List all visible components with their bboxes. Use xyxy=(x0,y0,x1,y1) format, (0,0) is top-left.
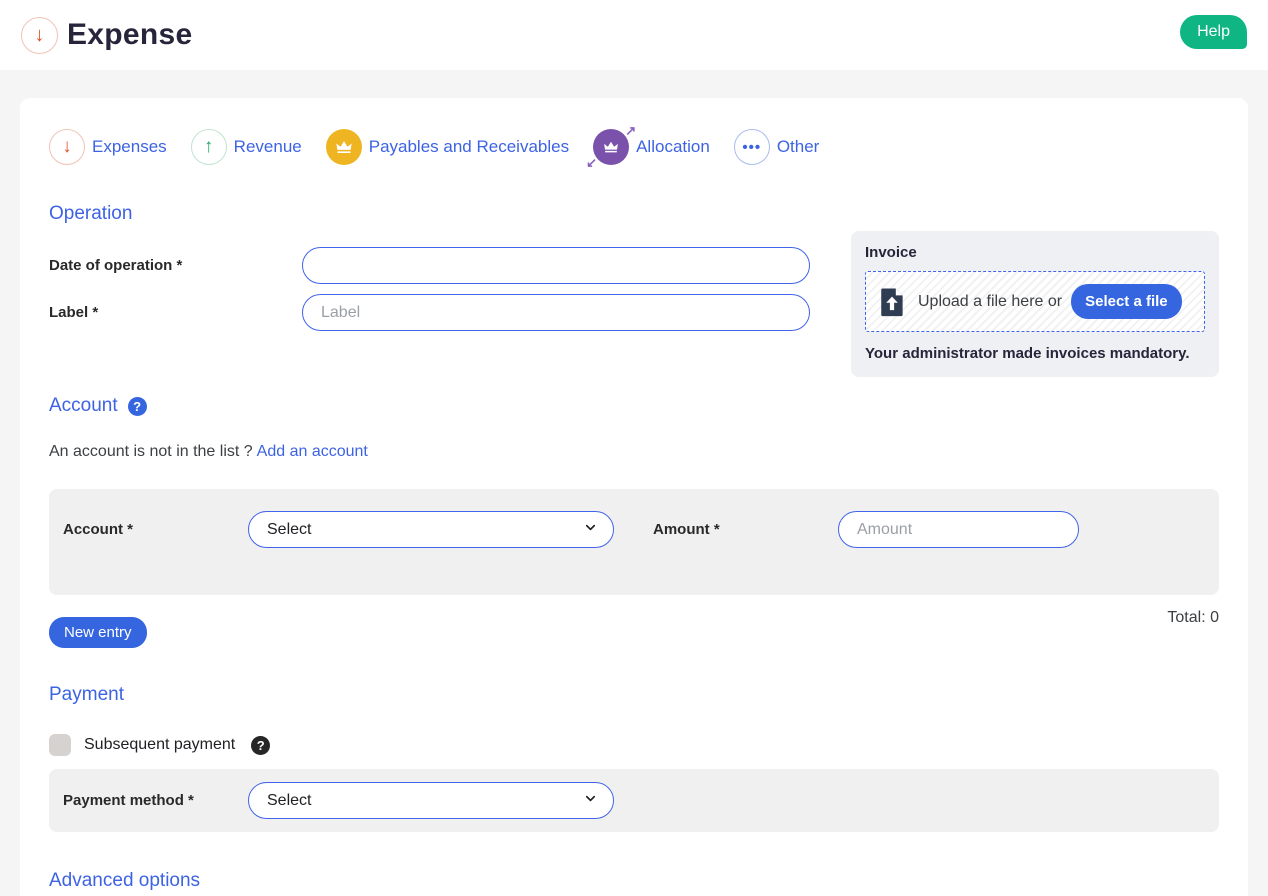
payment-heading: Payment xyxy=(49,684,124,705)
tab-label: Revenue xyxy=(233,137,302,156)
new-entry-button[interactable]: New entry xyxy=(49,617,147,648)
revenue-arrow-up-icon: ↑ xyxy=(190,129,227,165)
arrow-down-icon: ↓ xyxy=(34,23,45,46)
account-heading: Account xyxy=(49,395,118,416)
tab-label: Expenses xyxy=(92,137,167,156)
chevron-down-icon xyxy=(583,520,598,540)
invoice-mandatory-note: Your administrator made invoices mandato… xyxy=(865,345,1190,362)
account-not-in-list-text: An account is not in the list ? Add an ac… xyxy=(49,443,368,460)
tab-payables-receivables[interactable]: Payables and Receivables xyxy=(325,129,570,165)
arrow-ne-icon: ↗ xyxy=(625,123,637,138)
payment-method-label: Payment method * xyxy=(63,792,194,809)
operation-section: Operation Date of operation * Label * In… xyxy=(49,203,1219,377)
tab-label: Other xyxy=(776,137,820,156)
app-title: Expense xyxy=(67,18,193,51)
tab-expenses[interactable]: ↓ Expenses xyxy=(49,129,167,165)
file-upload-icon xyxy=(875,285,909,319)
payment-method-select-value: Select xyxy=(267,791,312,809)
invoice-panel: Invoice Upload a file here or Select a f… xyxy=(851,231,1219,377)
file-dropzone[interactable]: Upload a file here or Select a file xyxy=(865,271,1205,332)
select-file-button[interactable]: Select a file xyxy=(1071,284,1182,319)
label-input[interactable] xyxy=(302,294,810,331)
amount-label: Amount * xyxy=(653,521,720,538)
crown-gold-icon xyxy=(325,129,362,165)
crown-purple-share-icon: ↗ ↙ xyxy=(586,123,636,170)
account-select-value: Select xyxy=(267,520,312,538)
label-label: Label * xyxy=(49,304,99,321)
operation-heading: Operation xyxy=(49,203,133,224)
expenses-arrow-down-icon: ↓ xyxy=(49,129,85,165)
tab-label: Payables and Receivables xyxy=(368,137,570,156)
date-of-operation-row: Date of operation * xyxy=(49,247,1219,284)
amount-input[interactable] xyxy=(838,511,1079,548)
add-account-link[interactable]: Add an account xyxy=(256,443,368,460)
total-text: Total: 0 xyxy=(1167,609,1219,626)
account-label: Account * xyxy=(63,521,134,538)
subsequent-payment-help-icon[interactable]: ? xyxy=(251,735,271,755)
payment-method-panel: Payment method * Select xyxy=(49,769,1219,832)
account-help-icon[interactable]: ? xyxy=(127,396,147,416)
dropzone-text: Upload a file here or xyxy=(918,292,1063,310)
total-row: New entry Total: 0 xyxy=(49,609,1219,648)
subsequent-payment-label: Subsequent payment xyxy=(84,736,236,753)
ellipsis-dots-icon: ••• xyxy=(733,129,770,165)
date-of-operation-input[interactable] xyxy=(302,247,810,284)
account-entry-panel: Account * Select Amount * xyxy=(49,489,1219,595)
expense-logo-icon: ↓ xyxy=(21,16,58,54)
tab-other[interactable]: ••• Other xyxy=(733,129,820,165)
subsequent-payment-row: Subsequent payment ? xyxy=(49,734,1219,756)
advanced-options-toggle[interactable]: Advanced options xyxy=(49,870,201,891)
account-section: Account ? An account is not in the list … xyxy=(49,395,1219,648)
tab-allocation[interactable]: ↗ ↙ Allocation xyxy=(586,123,710,170)
tab-label: Allocation xyxy=(636,137,710,156)
subsequent-payment-checkbox[interactable] xyxy=(49,734,71,756)
payment-method-select[interactable]: Select xyxy=(248,782,614,819)
label-row: Label * xyxy=(49,294,1219,331)
payment-section: Payment Subsequent payment ? Payment met… xyxy=(49,684,1219,892)
arrow-sw-icon: ↙ xyxy=(586,155,597,170)
expense-form-card: ↓ Expenses ↑ Revenue Payables and Receiv… xyxy=(20,98,1248,896)
tab-revenue[interactable]: ↑ Revenue xyxy=(190,129,302,165)
account-select[interactable]: Select xyxy=(248,511,614,548)
invoice-heading: Invoice xyxy=(865,244,917,261)
top-bar: ↓ Expense Help xyxy=(0,0,1268,70)
date-of-operation-label: Date of operation * xyxy=(49,257,183,274)
help-button[interactable]: Help xyxy=(1180,15,1247,49)
chevron-down-icon xyxy=(583,791,598,811)
category-tabs: ↓ Expenses ↑ Revenue Payables and Receiv… xyxy=(49,123,1219,170)
